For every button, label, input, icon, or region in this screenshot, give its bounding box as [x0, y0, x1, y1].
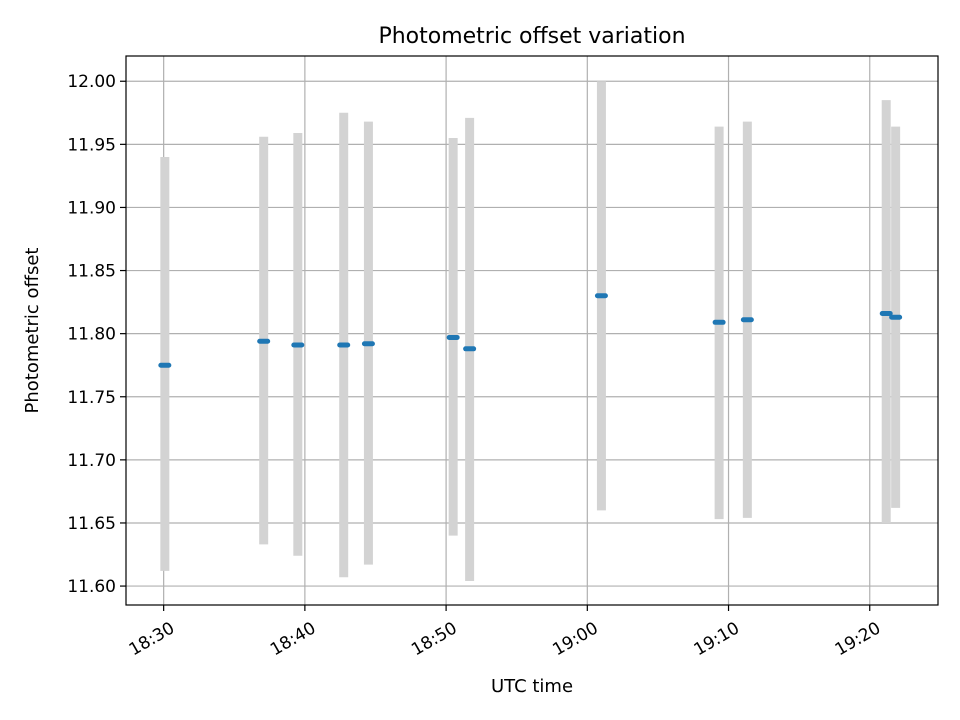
chart-title: Photometric offset variation: [378, 24, 685, 49]
x-axis-label: UTC time: [491, 676, 573, 697]
data-points: [158, 293, 903, 368]
y-tick-label: 11.75: [67, 388, 116, 408]
y-tick-label: 11.60: [67, 577, 116, 597]
plot-frame: [125, 55, 939, 606]
y-tick-label: 11.65: [67, 514, 116, 534]
y-tick-label: 11.85: [67, 262, 116, 282]
y-axis-label: Photometric offset: [22, 248, 43, 414]
y-tick-label: 11.95: [67, 135, 116, 155]
y-tick-label: 11.90: [67, 198, 116, 218]
y-tick-label: 11.70: [67, 451, 116, 471]
y-axis-ticks: 11.60 11.65 11.70 11.75 11.80 11.85 11.90 11.95…: [67, 72, 126, 597]
y-tick-label: 11.80: [67, 325, 116, 345]
y-tick-label: 12.00: [67, 72, 116, 92]
